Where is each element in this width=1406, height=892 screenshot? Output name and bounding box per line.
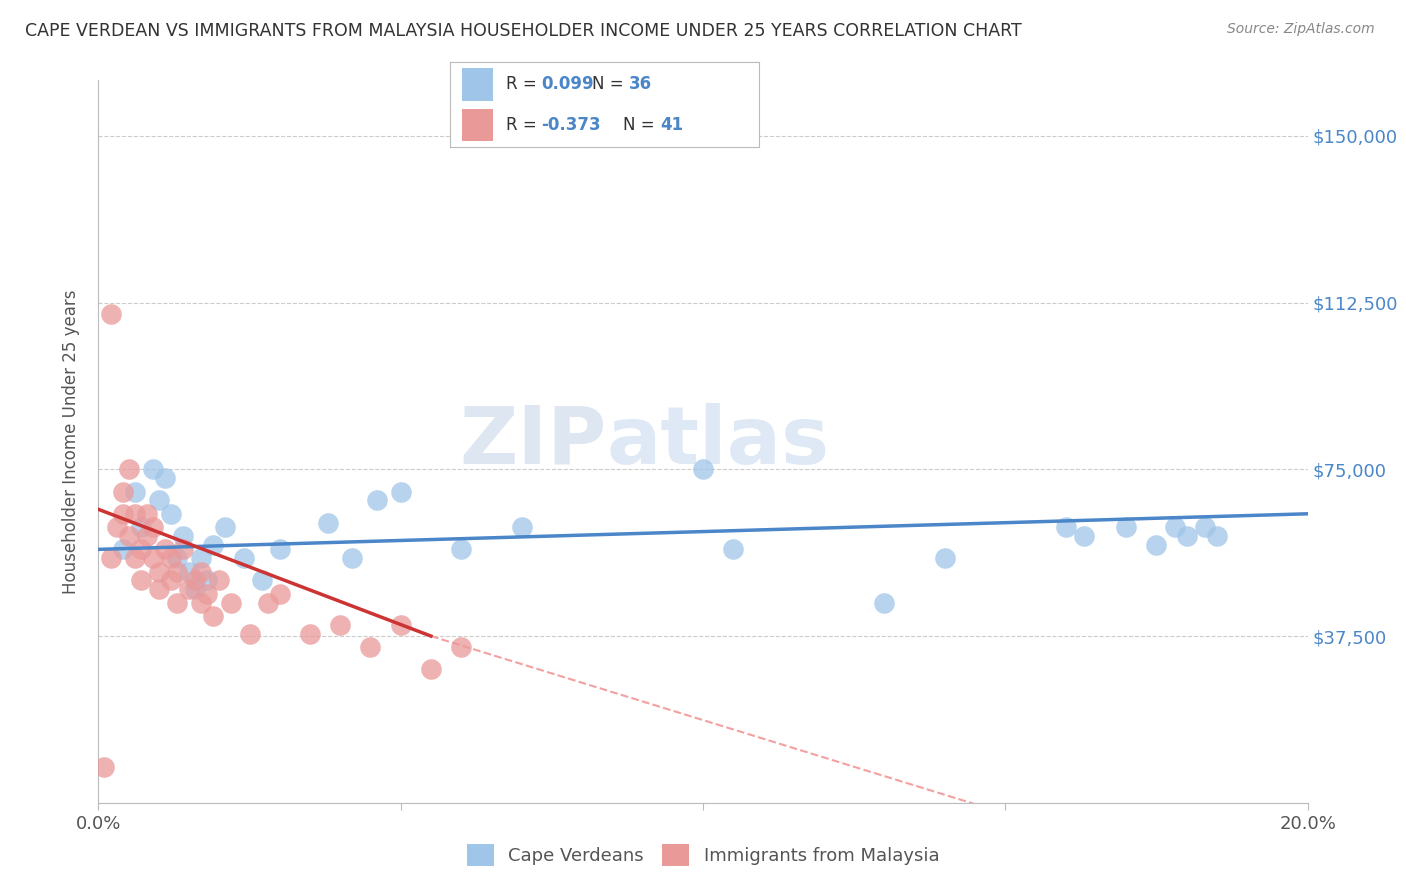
Point [256,596,278,610]
Point [142,520,165,534]
Point [142,551,165,566]
Point [202,538,225,552]
Point [510,520,533,534]
Point [160,507,183,521]
Text: 36: 36 [630,76,652,94]
Point [124,507,146,521]
Point [692,462,714,476]
Point [100,307,122,321]
Point [135,507,157,521]
Point [160,574,183,588]
Point [153,542,176,557]
Text: 41: 41 [661,116,683,134]
Text: R =: R = [506,116,541,134]
FancyBboxPatch shape [463,109,494,141]
Point [148,493,170,508]
Point [1144,538,1167,552]
Point [118,462,141,476]
Point [450,640,472,655]
Point [1206,529,1229,543]
Point [124,551,146,566]
Point [1163,520,1185,534]
Point [105,520,128,534]
Text: atlas: atlas [606,402,830,481]
Point [239,627,262,641]
Point [1115,520,1137,534]
Point [129,542,152,557]
Point [179,582,201,597]
Point [366,493,388,508]
Text: R =: R = [506,76,541,94]
Point [1175,529,1198,543]
Point [129,520,152,534]
Point [195,574,218,588]
Point [934,551,956,566]
Point [269,587,291,601]
Point [179,565,201,579]
Point [190,565,212,579]
Point [111,484,134,499]
Point [190,596,212,610]
Point [342,551,364,566]
Point [1073,529,1095,543]
Point [202,609,225,624]
Text: ZIP: ZIP [458,402,606,481]
Point [195,587,218,601]
Text: 0.099: 0.099 [541,76,593,94]
FancyBboxPatch shape [463,69,494,101]
Point [329,618,352,632]
Text: N =: N = [592,76,628,94]
Point [389,484,412,499]
Point [873,596,896,610]
Text: Source: ZipAtlas.com: Source: ZipAtlas.com [1227,22,1375,37]
Point [221,596,243,610]
Point [111,507,134,521]
Point [184,582,207,597]
Point [135,529,157,543]
Point [172,529,194,543]
Point [184,574,207,588]
Point [142,462,165,476]
Legend: Cape Verdeans, Immigrants from Malaysia: Cape Verdeans, Immigrants from Malaysia [460,837,946,873]
Point [124,484,146,499]
Point [389,618,412,632]
Point [723,542,745,557]
Point [1054,520,1077,534]
Point [166,565,188,579]
Point [450,542,472,557]
Point [250,574,273,588]
Point [208,574,231,588]
Point [1194,520,1216,534]
Text: N =: N = [623,116,659,134]
Point [299,627,322,641]
Text: CAPE VERDEAN VS IMMIGRANTS FROM MALAYSIA HOUSEHOLDER INCOME UNDER 25 YEARS CORRE: CAPE VERDEAN VS IMMIGRANTS FROM MALAYSIA… [25,22,1022,40]
Point [166,551,188,566]
Point [160,551,183,566]
Point [153,471,176,485]
Point [118,529,141,543]
Point [100,551,122,566]
Point [148,582,170,597]
Y-axis label: Householder Income Under 25 years: Householder Income Under 25 years [62,289,80,594]
Point [420,662,443,676]
Point [148,565,170,579]
Point [269,542,291,557]
Point [214,520,236,534]
Point [93,760,115,774]
Point [129,574,152,588]
Point [190,551,212,566]
Point [360,640,382,655]
Point [232,551,254,566]
Point [172,542,194,557]
Point [316,516,339,530]
Point [166,596,188,610]
Point [111,542,134,557]
Text: -0.373: -0.373 [541,116,600,134]
